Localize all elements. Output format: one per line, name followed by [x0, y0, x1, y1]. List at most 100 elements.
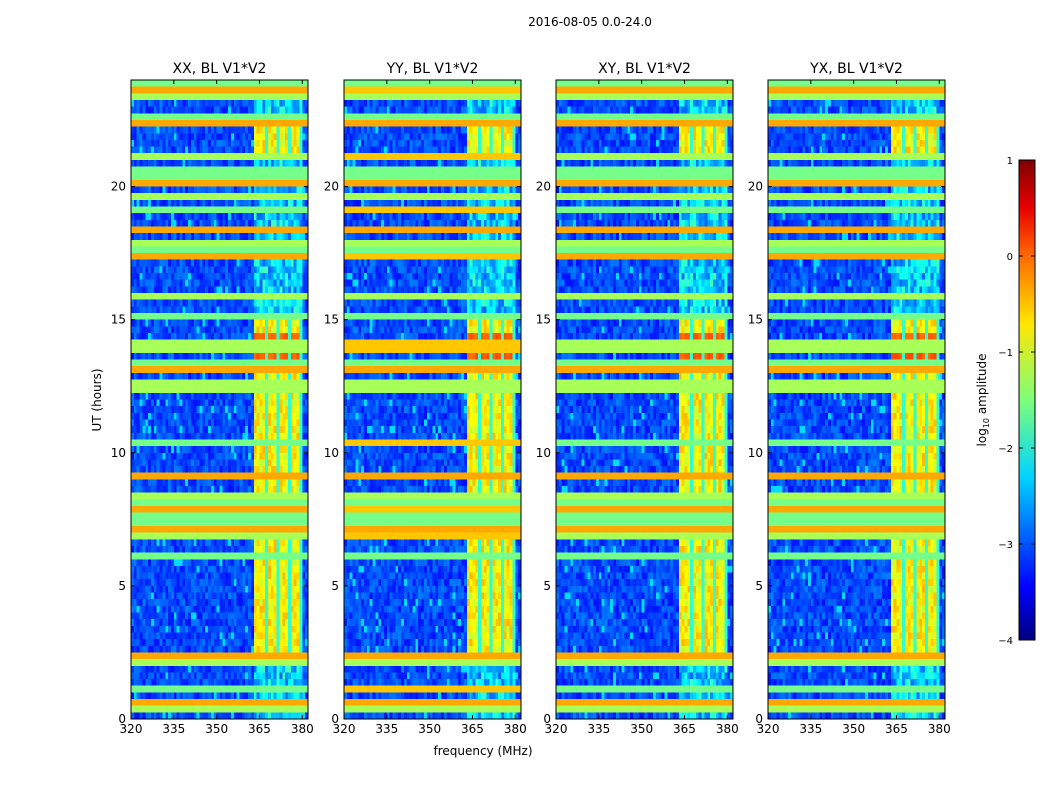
heatmap-cell	[268, 392, 272, 400]
heatmap-cell	[233, 592, 237, 600]
heatmap-cell	[225, 372, 229, 380]
heatmap-cell	[228, 419, 232, 427]
heatmap-cell	[293, 213, 297, 221]
heatmap-cell	[472, 273, 476, 280]
heatmap-cell	[136, 486, 140, 493]
heatmap-cell	[503, 139, 508, 147]
heatmap-cell	[349, 106, 353, 114]
heatmap-cell	[136, 432, 140, 440]
heatmap-cell	[131, 692, 135, 700]
heatmap-cell	[498, 139, 502, 147]
heatmap-cell	[409, 299, 413, 307]
heatmap-cell	[236, 392, 240, 400]
heatmap-cell	[205, 545, 209, 553]
heatmap-cell	[423, 259, 428, 267]
heatmap-cell	[139, 665, 143, 673]
heatmap-cell	[369, 299, 373, 307]
heatmap-cell	[208, 426, 212, 434]
heatmap-cell	[228, 672, 232, 680]
heatmap-cell	[498, 146, 502, 154]
heatmap-cell	[259, 319, 263, 327]
heatmap-cell	[372, 219, 376, 227]
heatmap-cell	[188, 279, 192, 287]
heatmap-cell	[136, 592, 140, 600]
heatmap-cell	[455, 299, 459, 307]
heatmap-cell	[159, 426, 163, 434]
heatmap-cell	[429, 266, 433, 274]
heatmap-cell	[381, 126, 385, 134]
heatmap-cell	[290, 679, 295, 687]
heatmap-cell	[270, 159, 275, 167]
heatmap-cell	[219, 352, 223, 360]
heatmap-cell	[136, 639, 140, 647]
heatmap-cell	[162, 273, 166, 280]
heatmap-cell	[136, 559, 140, 567]
heatmap-cell	[213, 645, 217, 653]
heatmap-cell	[202, 412, 206, 420]
heatmap-cell	[208, 99, 212, 107]
heatmap-cell	[515, 106, 519, 114]
heatmap-cell	[133, 679, 137, 687]
heatmap-cell	[185, 585, 189, 593]
heatmap-cell	[469, 139, 473, 147]
heatmap-cell	[239, 592, 243, 600]
heatmap-cell	[344, 173, 522, 181]
heatmap-cell	[131, 619, 135, 627]
heatmap-cell	[196, 279, 200, 287]
heatmap-cell	[222, 479, 226, 487]
heatmap-cell	[148, 279, 152, 287]
heatmap-cell	[150, 459, 155, 467]
heatmap-cell	[142, 286, 146, 294]
heatmap-cell	[358, 146, 362, 154]
heatmap-cell	[136, 139, 140, 147]
heatmap-cell	[293, 412, 297, 420]
heatmap-cell	[515, 259, 519, 267]
heatmap-cell	[222, 679, 226, 687]
heatmap-cell	[245, 279, 249, 287]
heatmap-cell	[242, 612, 246, 620]
heatmap-cell	[290, 219, 295, 227]
heatmap-cell	[190, 692, 195, 700]
heatmap-cell	[188, 352, 192, 360]
heatmap-cell	[386, 199, 390, 207]
heatmap-cell	[222, 539, 226, 547]
heatmap-cell	[355, 299, 359, 307]
heatmap-cell	[139, 133, 143, 141]
heatmap-cell	[279, 612, 283, 620]
heatmap-cell	[213, 679, 217, 687]
heatmap-cell	[282, 372, 286, 380]
heatmap-cell	[133, 432, 137, 440]
heatmap-cell	[259, 286, 263, 294]
heatmap-cell	[455, 266, 459, 274]
heatmap-cell	[358, 199, 362, 207]
heatmap-cell	[489, 146, 493, 154]
heatmap-cell	[392, 213, 396, 221]
heatmap-cell	[225, 692, 229, 700]
heatmap-cell	[506, 139, 510, 147]
heatmap-cell	[188, 326, 192, 334]
heatmap-cell	[398, 159, 402, 167]
heatmap-cell	[262, 299, 266, 307]
heatmap-cell	[193, 352, 197, 360]
heatmap-cell	[250, 619, 255, 627]
heatmap-cell	[210, 645, 215, 653]
heatmap-cell	[276, 565, 280, 573]
heatmap-cell	[372, 133, 376, 141]
heatmap-cell	[145, 545, 149, 553]
heatmap-cell	[248, 279, 252, 287]
heatmap-cell	[279, 186, 283, 194]
heatmap-cell	[282, 612, 286, 620]
heatmap-cell	[185, 446, 189, 454]
heatmap-cell	[228, 146, 232, 154]
heatmap-cell	[256, 539, 260, 547]
heatmap-cell	[150, 565, 155, 573]
heatmap-cell	[363, 199, 368, 207]
heatmap-cell	[288, 459, 292, 467]
heatmap-cell	[142, 625, 146, 633]
heatmap-cell	[262, 266, 266, 274]
heatmap-cell	[185, 159, 189, 167]
heatmap-cell	[131, 446, 135, 454]
heatmap-cell	[225, 326, 229, 334]
heatmap-cell	[136, 459, 140, 467]
heatmap-cell	[142, 419, 146, 427]
